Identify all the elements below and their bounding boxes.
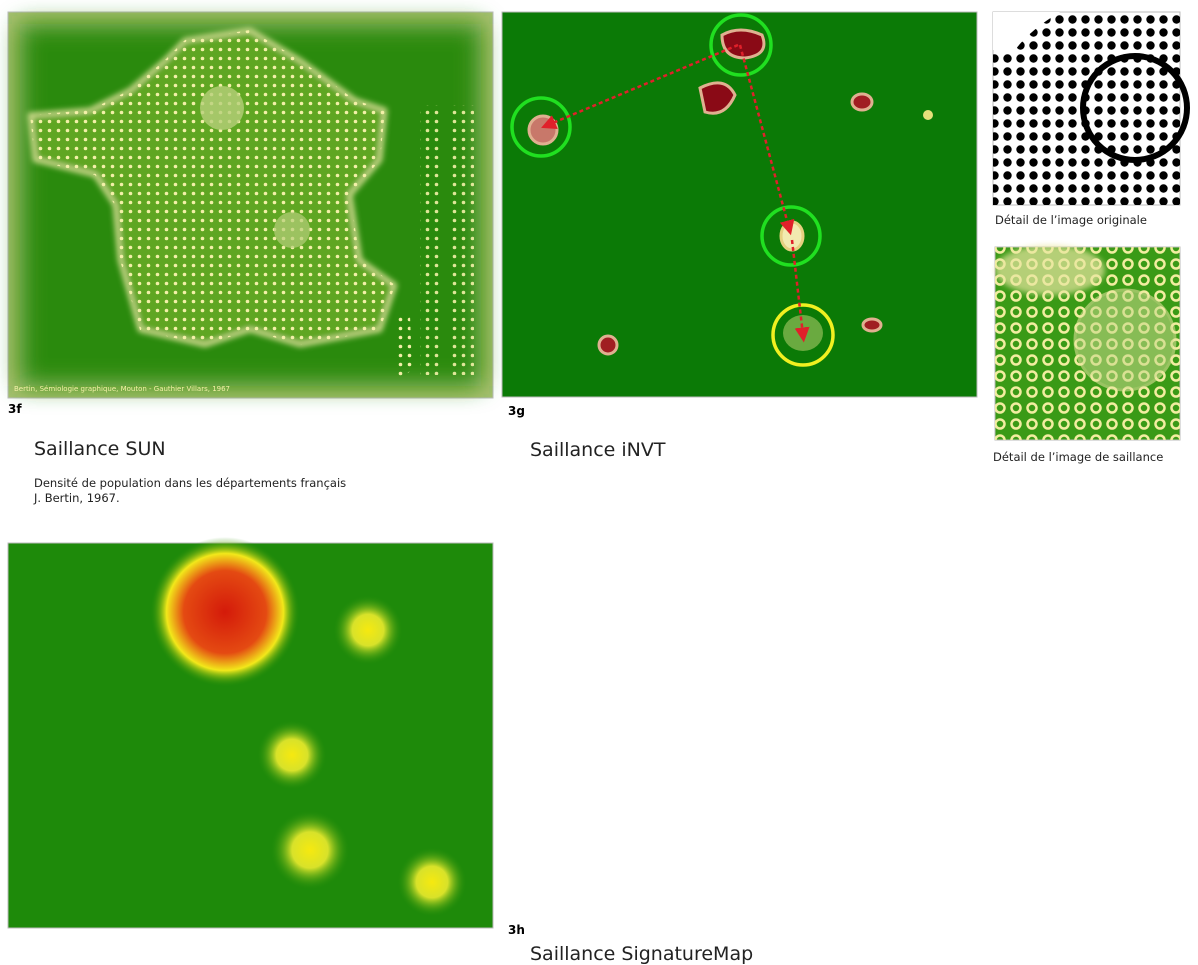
image-credit: Bertin, Sémiologie graphique, Mouton - G… <box>14 385 230 393</box>
detail-saliency <box>994 245 1181 441</box>
detail-original <box>992 11 1190 206</box>
figure-title: Saillance SUN <box>34 438 166 460</box>
figure-title: Saillance iNVT <box>530 439 666 461</box>
figure-label: 3h <box>508 923 525 937</box>
figure-label: 3f <box>8 402 22 416</box>
figure-description: J. Bertin, 1967. <box>33 491 120 505</box>
figure-label: 3g <box>508 404 525 418</box>
signaturemap-image <box>7 537 494 929</box>
sun-image: Bertin, Sémiologie graphique, Mouton - G… <box>7 11 494 399</box>
figure-title: Saillance SignatureMap <box>530 943 753 965</box>
figure-description: Densité de population dans les départeme… <box>34 476 346 490</box>
invt-image <box>501 11 978 398</box>
detail-caption: Détail de l’image originale <box>995 213 1147 227</box>
detail-caption: Détail de l’image de saillance <box>993 450 1163 464</box>
